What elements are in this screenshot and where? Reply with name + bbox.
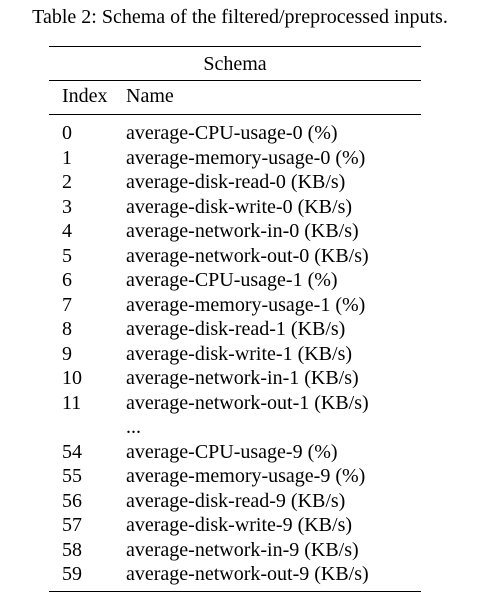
row-name-cell: average-network-out-0 (KB/s) [126,244,369,267]
table-row: 2 average-disk-read-0 (KB/s) [49,170,421,195]
row-name-cell: ... [126,416,141,438]
row-name-cell: average-network-out-1 (KB/s) [126,391,369,414]
table-title: Schema [203,53,267,75]
table-row: 55 average-memory-usage-9 (%) [49,464,421,489]
row-index-cell: 6 [62,269,72,291]
schema-table: Schema Index Name 0 average-CPU-usage-0 (… [49,46,421,592]
row-index-cell: 57 [62,514,82,536]
table-row: 0 average-CPU-usage-0 (%) [49,121,421,146]
row-index-cell: 0 [62,122,72,144]
row-index-cell: 1 [62,146,72,169]
row-index-cell: 8 [62,318,72,340]
row-index-cell: 10 [62,367,82,389]
table-row: 3 average-disk-write-0 (KB/s) [49,195,421,220]
row-index-cell: 59 [62,563,82,585]
table-row: 10 average-network-in-1 (KB/s) [49,366,421,391]
table-row: 11 average-network-out-1 (KB/s) [49,391,421,416]
table-caption: Table 2: Schema of the filtered/preproce… [32,6,448,28]
table-body: 0 average-CPU-usage-0 (%) 1 average-memory-… [49,115,421,591]
row-index-cell: 54 [62,440,82,463]
row-index-cell: 56 [62,489,82,512]
table-row: 8 average-disk-read-1 (KB/s) [49,317,421,342]
row-index-cell: 5 [62,244,72,267]
table-row: 58 average-network-in-9 (KB/s) [49,538,421,563]
row-name-cell: average-disk-write-9 (KB/s) [126,514,353,536]
table-row: 59 average-network-out-9 (KB/s) [49,562,421,587]
row-name-cell: average-CPU-usage-0 (%) [126,122,338,144]
table-row: 57 average-disk-write-9 (KB/s) [49,513,421,538]
row-name-cell: average-disk-write-0 (KB/s) [126,195,353,218]
top-rule [49,46,421,47]
table-row: 4 average-network-in-0 (KB/s) [49,219,421,244]
row-index-cell: 11 [62,391,82,414]
row-index-cell: 55 [62,465,82,487]
table-row: 7 average-memory-usage-1 (%) [49,293,421,318]
row-index-cell: 58 [62,538,82,561]
row-index-cell: 4 [62,220,72,242]
table-row: 6 average-CPU-usage-1 (%) [49,268,421,293]
row-name-cell: average-memory-usage-1 (%) [126,293,366,316]
table-row: 5 average-network-out-0 (KB/s) [49,244,421,269]
row-name-cell: average-memory-usage-9 (%) [126,465,366,487]
row-name-cell: average-network-in-9 (KB/s) [126,538,359,561]
header-index: Index [62,85,108,107]
table-header-row: Index Name [49,81,421,114]
row-name-cell: average-CPU-usage-9 (%) [126,440,338,463]
row-index-cell [49,415,126,440]
table-row: ... [49,415,421,440]
table-row: 54 average-CPU-usage-9 (%) [49,440,421,465]
row-name-cell: average-disk-read-0 (KB/s) [126,171,346,193]
table-row: 56 average-disk-read-9 (KB/s) [49,489,421,514]
row-index-cell: 9 [62,342,72,365]
row-index-cell: 7 [62,293,72,316]
row-index-cell: 2 [62,171,72,193]
row-name-cell: average-CPU-usage-1 (%) [126,269,338,291]
row-name-cell: average-disk-read-1 (KB/s) [126,318,346,340]
header-rule [49,114,421,115]
table-row: 9 average-disk-write-1 (KB/s) [49,342,421,367]
row-name-cell: average-network-in-1 (KB/s) [126,367,359,389]
row-name-cell: average-disk-read-9 (KB/s) [126,489,346,512]
header-name: Name [126,85,174,107]
title-rule [49,80,421,81]
bottom-rule [49,590,421,592]
row-name-cell: average-network-in-0 (KB/s) [126,220,359,242]
row-name-cell: average-disk-write-1 (KB/s) [126,342,353,365]
row-name-cell: average-memory-usage-0 (%) [126,146,366,169]
table-row: 1 average-memory-usage-0 (%) [49,146,421,171]
row-name-cell: average-network-out-9 (KB/s) [126,563,369,585]
row-index-cell: 3 [62,195,72,218]
